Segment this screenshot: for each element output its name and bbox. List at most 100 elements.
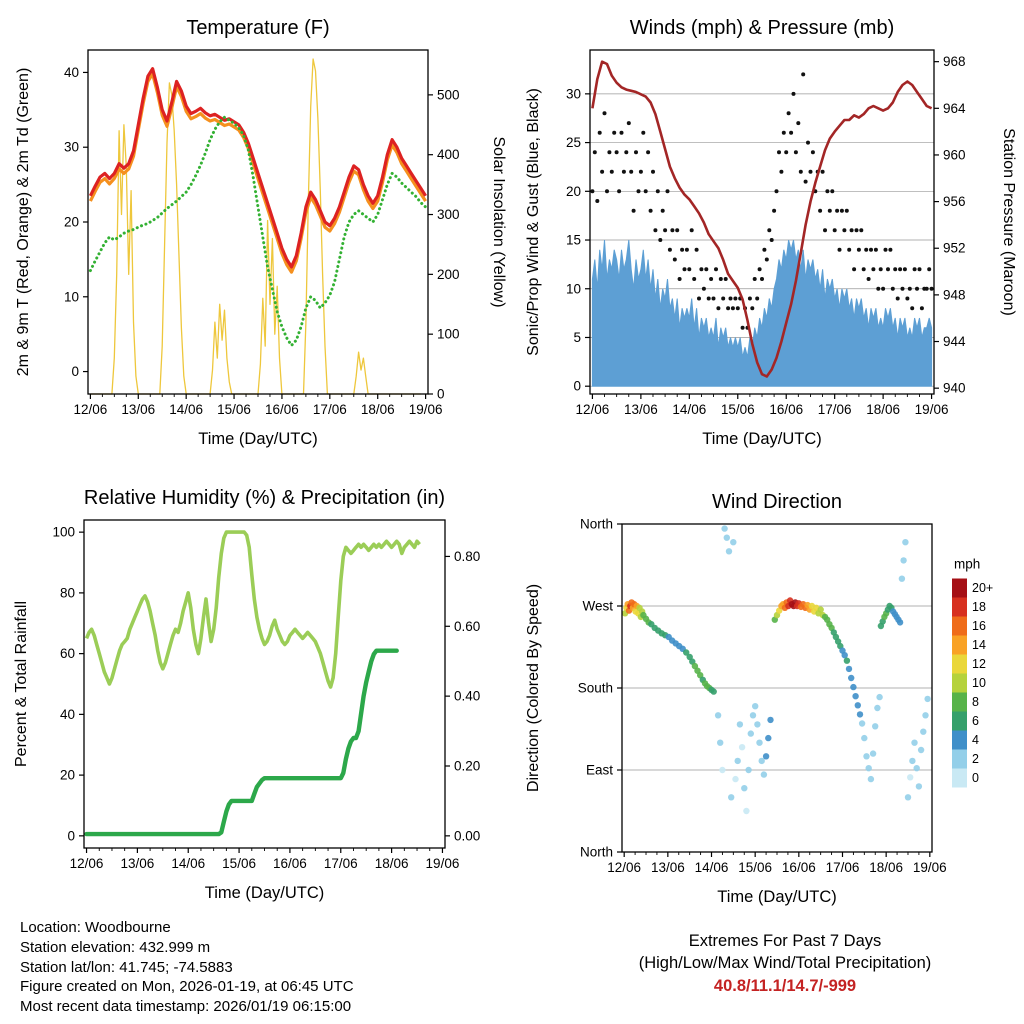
svg-text:944: 944 [943, 334, 966, 349]
plot-frame [87, 49, 429, 395]
svg-text:400: 400 [437, 147, 460, 162]
svg-text:10: 10 [64, 289, 79, 304]
extremes-values: 40.8/11.1/14.7/-999 [713, 976, 857, 995]
svg-text:19/06: 19/06 [913, 860, 947, 875]
x-axis-label: Time (Day/UTC) [702, 430, 821, 448]
plot-frame [83, 519, 446, 849]
svg-text:17/06: 17/06 [324, 856, 358, 871]
svg-text:0: 0 [67, 828, 75, 843]
svg-text:100: 100 [437, 327, 460, 342]
chart-title: Winds (mph) & Pressure (mb) [630, 17, 895, 39]
svg-text:19/06: 19/06 [409, 402, 443, 417]
svg-text:8: 8 [972, 695, 979, 709]
svg-text:North: North [580, 845, 613, 860]
temperature-chart: Temperature (F) 12/06 13/06 14/06 15/06 16/06… [15, 17, 507, 448]
series-2m-dewpoint [88, 115, 428, 347]
svg-text:30: 30 [64, 140, 79, 155]
svg-text:East: East [586, 763, 613, 778]
svg-text:17/06: 17/06 [313, 402, 347, 417]
svg-text:12/06: 12/06 [73, 402, 107, 417]
x-axis-label: Time (Day/UTC) [717, 888, 836, 906]
svg-text:40: 40 [60, 707, 75, 722]
svg-text:14: 14 [972, 638, 986, 652]
svg-text:14/06: 14/06 [672, 402, 706, 417]
svg-text:200: 200 [437, 267, 460, 282]
svg-text:10: 10 [972, 676, 986, 690]
svg-text:968: 968 [943, 54, 966, 69]
extremes-title: Extremes For Past 7 Days [688, 932, 882, 950]
svg-text:0.00: 0.00 [454, 828, 480, 843]
svg-text:956: 956 [943, 194, 966, 209]
extremes-block: Extremes For Past 7 Days (High/Low/Max W… [560, 930, 1010, 997]
svg-text:20: 20 [60, 768, 75, 783]
y-axis-right-label: Station Pressure (Maroon) [1000, 128, 1017, 316]
station-elevation: Station elevation: 432.999 m [20, 938, 211, 956]
svg-text:14/06: 14/06 [695, 860, 729, 875]
series-relative-humidity [84, 530, 421, 689]
svg-text:5: 5 [573, 330, 581, 345]
svg-text:4: 4 [972, 733, 979, 747]
svg-text:30: 30 [566, 86, 581, 101]
svg-text:19/06: 19/06 [915, 402, 949, 417]
series-wind-gust [590, 72, 934, 330]
series-total-rainfall [84, 648, 399, 837]
svg-text:0: 0 [972, 771, 979, 785]
svg-text:0.60: 0.60 [454, 619, 480, 634]
svg-text:20: 20 [64, 215, 79, 230]
chart-title: Relative Humidity (%) & Precipitation (i… [84, 487, 445, 509]
y-axis-left-label: Sonic/Prop Wind & Gust (Blue, Black) [525, 88, 542, 356]
station-location: Location: Woodbourne [20, 919, 171, 936]
svg-text:18/06: 18/06 [869, 860, 903, 875]
svg-text:6: 6 [972, 714, 979, 728]
svg-text:0.40: 0.40 [454, 689, 480, 704]
svg-text:13/06: 13/06 [120, 856, 154, 871]
svg-text:15: 15 [566, 233, 581, 248]
svg-text:18/06: 18/06 [866, 402, 900, 417]
winds-pressure-chart: Winds (mph) & Pressure (mb) 12/06 13/06 14/… [525, 17, 1017, 448]
svg-text:948: 948 [943, 287, 966, 302]
figure-created: Figure created on Mon, 2026-01-19, at 06… [20, 978, 354, 996]
station-latlon: Station lat/lon: 41.745; -74.5883 [20, 958, 233, 976]
svg-text:940: 940 [943, 381, 966, 396]
svg-text:17/06: 17/06 [818, 402, 852, 417]
svg-text:0.80: 0.80 [454, 549, 480, 564]
svg-text:20+: 20+ [972, 581, 993, 595]
svg-text:25: 25 [566, 135, 581, 150]
svg-text:15/06: 15/06 [721, 402, 755, 417]
wind-direction-panel: Wind Direction 12/06 13/06 14/06 15/06 16/06 1… [518, 482, 1016, 923]
station-info: Location: Woodbourne Station elevation: … [20, 918, 354, 1017]
svg-text:15/06: 15/06 [222, 856, 256, 871]
svg-text:12/06: 12/06 [70, 856, 104, 871]
svg-text:North: North [580, 517, 613, 532]
data-timestamp: Most recent data timestamp: 2026/01/19 0… [20, 998, 352, 1016]
svg-text:12/06: 12/06 [607, 860, 641, 875]
svg-text:0.20: 0.20 [454, 758, 480, 773]
svg-text:13/06: 13/06 [121, 402, 155, 417]
speed-colorbar: mph 20+ 18 16 14 12 10 8 6 4 2 0 [952, 557, 993, 788]
svg-text:16/06: 16/06 [273, 856, 307, 871]
svg-text:0: 0 [573, 379, 581, 394]
temperature-panel: Temperature (F) 12/06 13/06 14/06 15/06 16/06… [8, 8, 508, 465]
y-axis-left-label: 2m & 9m T (Red, Orange) & 2m Td (Green) [15, 68, 32, 377]
svg-text:14/06: 14/06 [171, 856, 205, 871]
svg-text:18/06: 18/06 [375, 856, 409, 871]
svg-text:15/06: 15/06 [217, 402, 251, 417]
svg-text:12/06: 12/06 [576, 402, 610, 417]
svg-text:18: 18 [972, 600, 986, 614]
svg-text:20: 20 [566, 184, 581, 199]
svg-text:80: 80 [60, 585, 75, 600]
svg-text:13/06: 13/06 [624, 402, 658, 417]
svg-text:952: 952 [943, 241, 966, 256]
svg-text:16: 16 [972, 619, 986, 633]
svg-text:15/06: 15/06 [738, 860, 772, 875]
svg-text:40: 40 [64, 65, 79, 80]
y-axis-left-label: Percent & Total Rainfall [13, 601, 30, 767]
svg-text:18/06: 18/06 [361, 402, 395, 417]
series-sonic-wind [591, 239, 933, 387]
svg-text:West: West [582, 599, 613, 614]
svg-text:300: 300 [437, 207, 460, 222]
x-axis-label: Time (Day/UTC) [205, 884, 324, 902]
x-axis-label: Time (Day/UTC) [198, 430, 317, 448]
svg-text:13/06: 13/06 [651, 860, 685, 875]
svg-text:17/06: 17/06 [826, 860, 860, 875]
